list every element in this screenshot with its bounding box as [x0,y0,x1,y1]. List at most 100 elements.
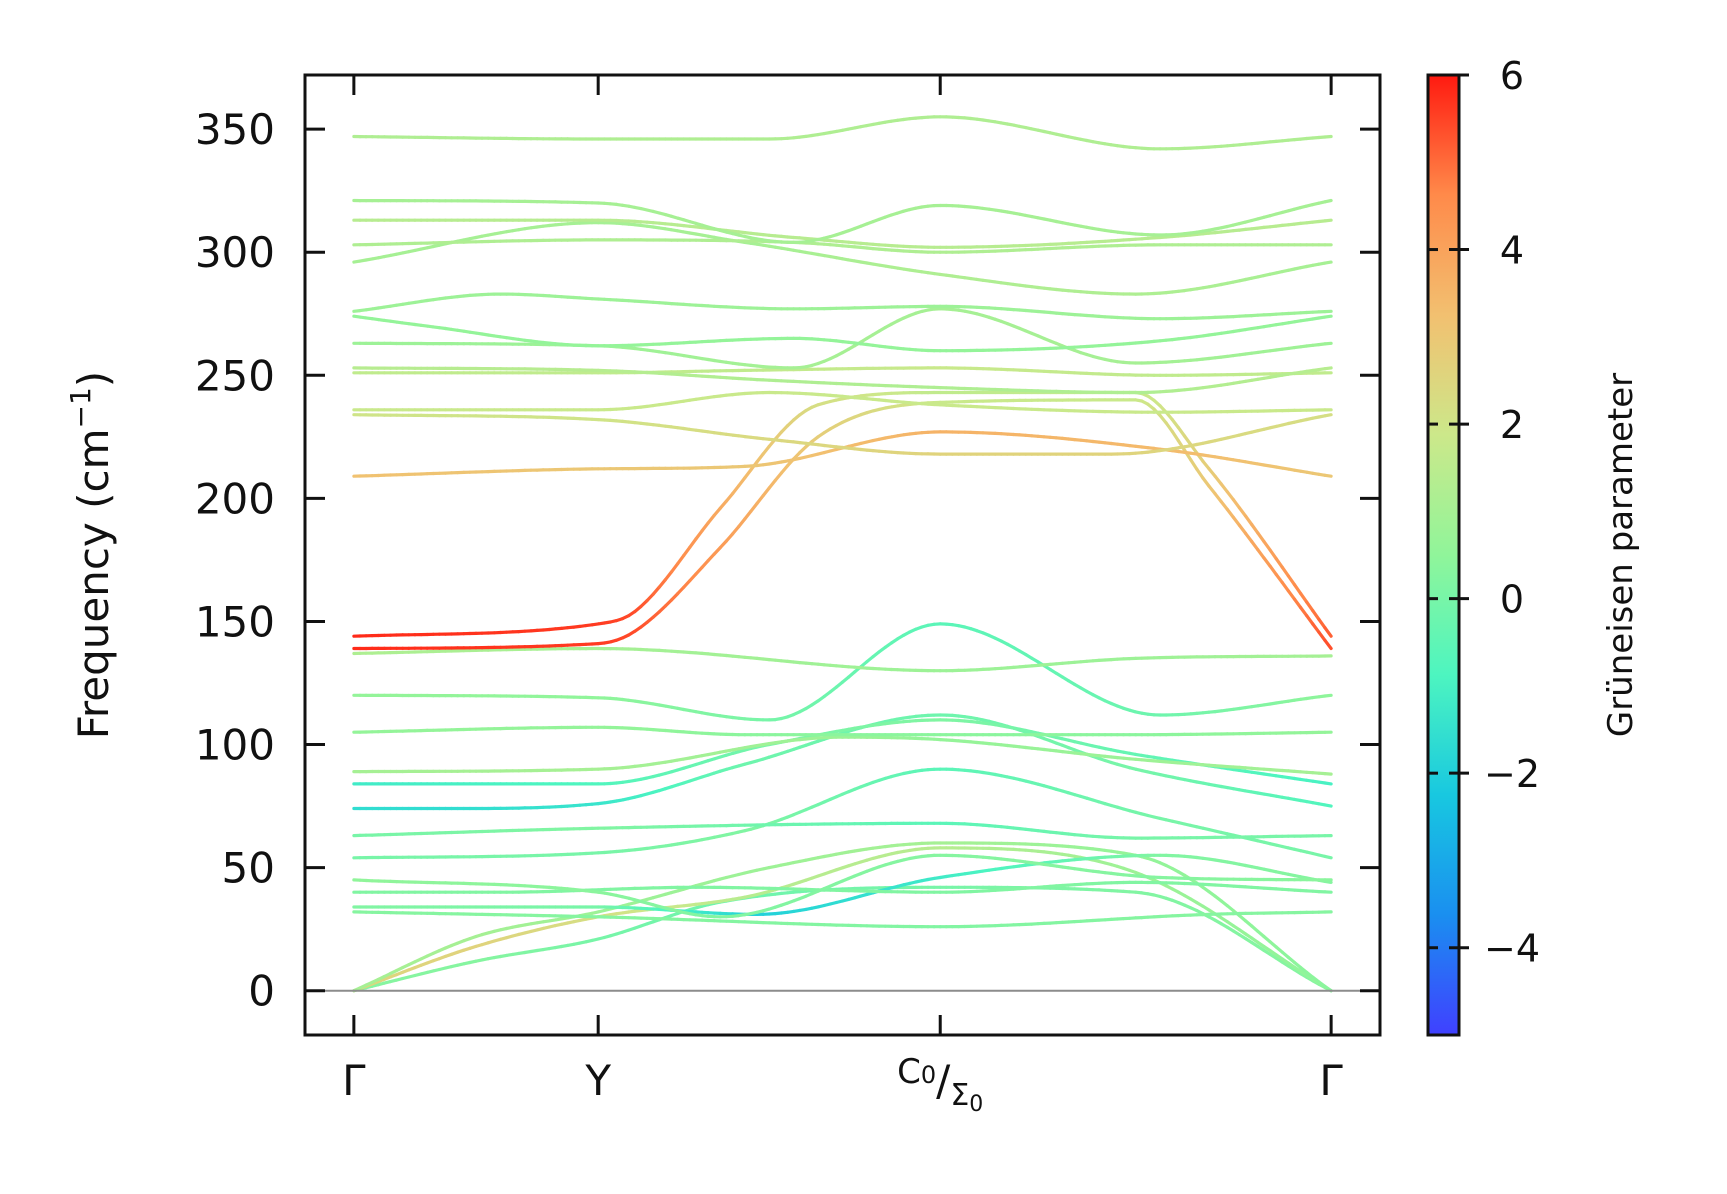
band-line-13 [352,725,1333,737]
band-segment [724,492,735,503]
band-segment [761,444,771,456]
y-axis-title: Frequency (cm−1) [64,371,118,739]
band-segment [1311,609,1321,621]
band-segment [1170,429,1181,443]
y-axis-title-close: ) [69,371,118,387]
y-tick-label: 300 [195,228,275,277]
band-line-14 [352,622,1333,722]
band-segment [1280,565,1291,578]
band-segment [1298,605,1309,618]
band-segment [1250,522,1260,535]
band-segment [767,478,777,490]
band-segment [1268,564,1278,577]
x-tick-label-part: C [897,1052,921,1092]
y-axis-title-main: Frequency (cm [69,428,118,739]
band-segment [1158,413,1168,425]
band-segment [1323,771,1333,776]
band-segment [1213,474,1223,486]
y-axis-ticks: 0 50 100 150 200 250 300 350 [195,105,1380,1016]
band-segment [1274,557,1284,569]
band-segment [1323,198,1333,204]
band-line-2 [352,846,1333,993]
band-segment [1195,467,1205,480]
band-segment [1323,626,1333,638]
colorbar-tick-label: 6 [1500,54,1524,98]
band-segment [1323,693,1333,698]
band-segment [1219,500,1229,511]
band-segment [1323,413,1333,418]
y-tick-label: 200 [195,474,275,523]
band-segment [1323,260,1333,265]
band-segment [1219,482,1229,494]
band-segment [1323,314,1333,319]
band-segment [1292,583,1303,596]
band-segment [1182,434,1193,447]
band-segment [1262,539,1272,552]
band-segment [1262,556,1272,568]
band-line-3 [352,841,1333,993]
band-line-15 [352,646,1333,673]
band-segment [1317,630,1327,643]
band-segment [1225,507,1236,520]
colorbar-tick-label: 4 [1500,229,1524,273]
band-line-26 [352,221,1333,296]
band-segment [1176,426,1187,438]
band-segment [1237,523,1248,536]
band-segment [1268,548,1278,561]
colorbar: −4 −2 0 2 4 6 Grüneisen parameter [1426,54,1641,1037]
x-tick-label-sep: / [936,1056,951,1105]
band-segment [1237,506,1248,518]
band-segment [688,537,698,549]
band-segment [663,570,674,582]
band-segment [743,509,753,521]
band-segment [694,529,704,541]
band-segment [700,521,710,533]
band-segment [761,486,771,498]
colorbar-gradient [1426,73,1461,1037]
band-line-24 [352,314,1333,353]
y-tick-label: 250 [195,351,275,400]
plot-frame [303,73,1382,1037]
band-segment [706,513,716,525]
band-segment [1317,617,1327,630]
band-segment [755,494,765,506]
band-segment [1213,492,1223,504]
band-segment [1311,622,1321,634]
band-line-22 [352,366,1333,395]
band-segment [1189,458,1199,471]
band-segment [1170,418,1181,430]
band-segment [743,468,753,480]
band-segment [1256,548,1266,560]
band-segment [1280,580,1291,593]
band-segment [1207,467,1217,478]
x-axis-ticks: Γ Y C0/Σ0 Γ [342,75,1343,1117]
band-segment [1207,484,1217,496]
band-segment [755,452,765,464]
band-segment [1250,539,1260,552]
band-line-4 [352,910,1333,929]
band-segment [1225,490,1236,502]
band-segment [1323,341,1333,346]
band-segment [1256,531,1266,544]
band-line-25 [352,292,1333,321]
y-axis-title-sup: −1 [64,387,97,428]
y-tick-label: 100 [195,721,275,770]
band-line-23 [352,307,1333,370]
band-line-17 [352,390,1333,638]
band-segment [1323,879,1333,885]
band-segment [737,476,747,488]
band-segment [1305,614,1315,626]
band-segment [1323,638,1333,651]
band-line-29 [352,198,1333,244]
band-line-7 [352,853,1333,919]
band-segment [1298,591,1309,604]
colorbar-ticks: −4 −2 0 2 4 6 [1428,54,1540,971]
band-line-19 [352,413,1333,456]
colorbar-tick-label: 2 [1500,403,1524,447]
band-segment [1201,459,1211,471]
band-segment [1323,473,1333,478]
x-tick-label-part2: Σ [950,1078,969,1113]
y-tick-label: 350 [195,105,275,154]
y-tick-label: 50 [222,844,275,893]
